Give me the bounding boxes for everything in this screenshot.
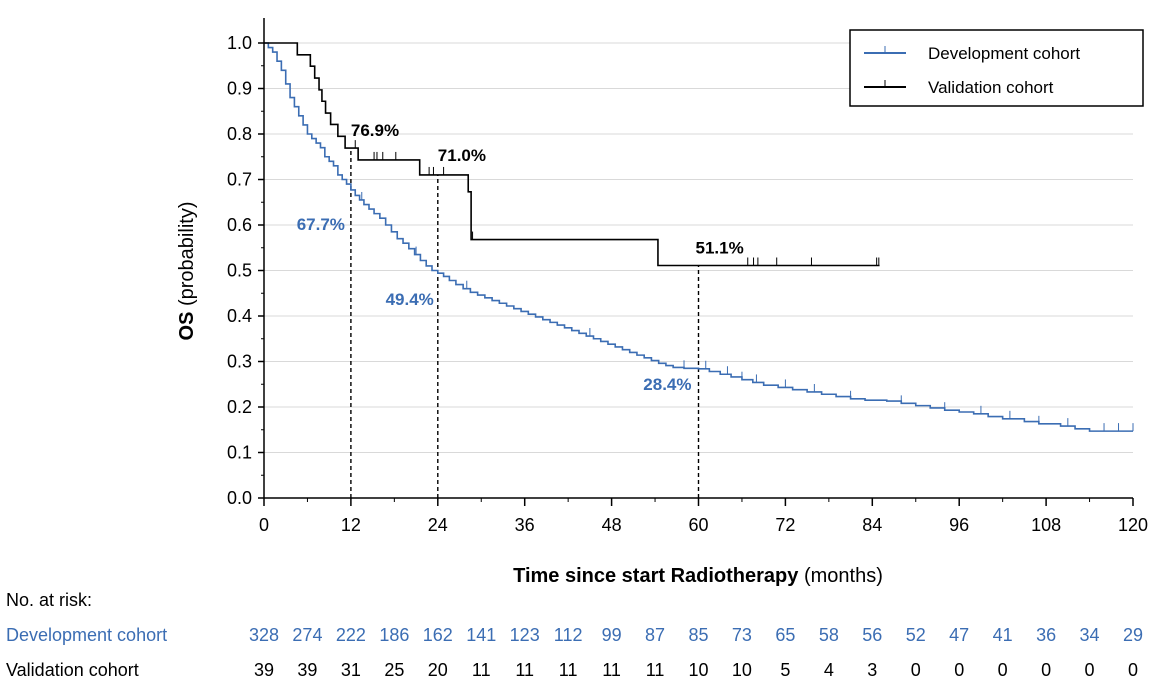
risk-value: 52 [906,625,926,645]
risk-value: 87 [645,625,665,645]
curve-annotation: 51.1% [696,238,744,257]
curve-annotation: 49.4% [386,290,434,309]
risk-value: 4 [824,660,834,680]
x-axis-title: Time since start Radiotherapy (months) [513,565,883,587]
risk-value: 11 [515,660,534,680]
risk-value: 0 [1085,660,1095,680]
x-tick-label: 48 [602,515,622,535]
legend-label-development: Development cohort [928,44,1080,63]
axes: 0.0 0.1 0.2 0.3 0.4 0.5 0.6 0.7 0.8 0.9 1.0 0 12 24 36… [227,18,1148,535]
risk-value: 39 [254,660,274,680]
x-tick-label: 24 [428,515,448,535]
risk-value: 0 [1128,660,1138,680]
y-tick-label: 0.2 [227,397,252,417]
x-tick-label: 60 [688,515,708,535]
curve-annotation: 76.9% [351,121,399,140]
risk-value: 47 [949,625,969,645]
risk-value: 65 [775,625,795,645]
risk-value: 328 [249,625,279,645]
risk-value: 0 [1041,660,1051,680]
risk-value: 10 [732,660,752,680]
x-tick-label: 0 [259,515,269,535]
risk-value: 0 [998,660,1008,680]
risk-value: 34 [1080,625,1100,645]
y-tick-label: 0.5 [227,261,252,281]
risk-value: 112 [554,625,583,645]
risk-value: 11 [559,660,578,680]
risk-value: 20 [428,660,448,680]
risk-value: 36 [1036,625,1056,645]
x-axis-title-bold: Time since start Radiotherapy [513,565,799,587]
x-tick-label: 108 [1031,515,1061,535]
risk-value: 41 [993,625,1013,645]
x-tick-label: 96 [949,515,969,535]
series-line-validation [264,42,880,267]
x-tick-label: 120 [1118,515,1148,535]
x-tick-label: 72 [775,515,795,535]
y-axis-title: OS (probability) [176,202,198,341]
y-axis-title-units: (probability) [176,202,198,312]
risk-value: 0 [911,660,921,680]
risk-row-label: Development cohort [6,625,167,645]
y-tick-label: 0.7 [227,170,252,190]
x-tick-label: 36 [515,515,535,535]
risk-value: 141 [466,625,496,645]
risk-value: 5 [780,660,790,680]
risk-value: 123 [510,625,540,645]
x-axis-title-units: (months) [798,565,882,587]
risk-table-title: No. at risk: [6,590,92,610]
series-line-development [264,42,1133,432]
risk-value: 186 [379,625,409,645]
risk-value: 10 [688,660,708,680]
survival-curves [264,42,1134,432]
y-tick-label: 0.1 [227,443,252,463]
risk-value: 162 [423,625,453,645]
risk-value: 39 [297,660,317,680]
risk-value: 11 [472,660,491,680]
risk-value: 99 [602,625,622,645]
x-tick-label: 12 [341,515,361,535]
y-tick-label: 0.3 [227,352,252,372]
risk-value: 73 [732,625,752,645]
y-tick-label: 0.8 [227,124,252,144]
legend: Development cohort Validation cohort [849,29,1144,107]
risk-table: Development cohort 328 274 222 186 162 141 123 1… [6,625,1143,680]
risk-value: 31 [341,660,361,680]
y-tick-label: 0.0 [227,488,252,508]
reference-lines [350,148,700,498]
y-tick-label: 0.4 [227,306,252,326]
curve-annotation: 28.4% [643,375,691,394]
risk-value: 222 [336,625,366,645]
curve-annotation: 71.0% [438,146,486,165]
legend-box [849,29,1144,107]
risk-value: 58 [819,625,839,645]
risk-value: 56 [862,625,882,645]
y-tick-label: 0.6 [227,215,252,235]
risk-value: 3 [867,660,877,680]
risk-value: 85 [688,625,708,645]
risk-value: 0 [954,660,964,680]
risk-value: 29 [1123,625,1143,645]
legend-label-validation: Validation cohort [928,78,1054,97]
risk-value: 11 [602,660,621,680]
y-tick-label: 0.9 [227,79,252,99]
risk-value: 274 [292,625,322,645]
curve-annotations: 76.9% 71.0% 51.1% 67.7% 49.4% 28.4% [297,121,744,394]
risk-row-label: Validation cohort [6,660,139,680]
y-tick-label: 1.0 [227,33,252,53]
risk-value: 11 [646,660,665,680]
y-axis-title-bold: OS [176,312,198,341]
risk-value: 25 [384,660,404,680]
x-tick-label: 84 [862,515,882,535]
curve-annotation: 67.7% [297,215,345,234]
